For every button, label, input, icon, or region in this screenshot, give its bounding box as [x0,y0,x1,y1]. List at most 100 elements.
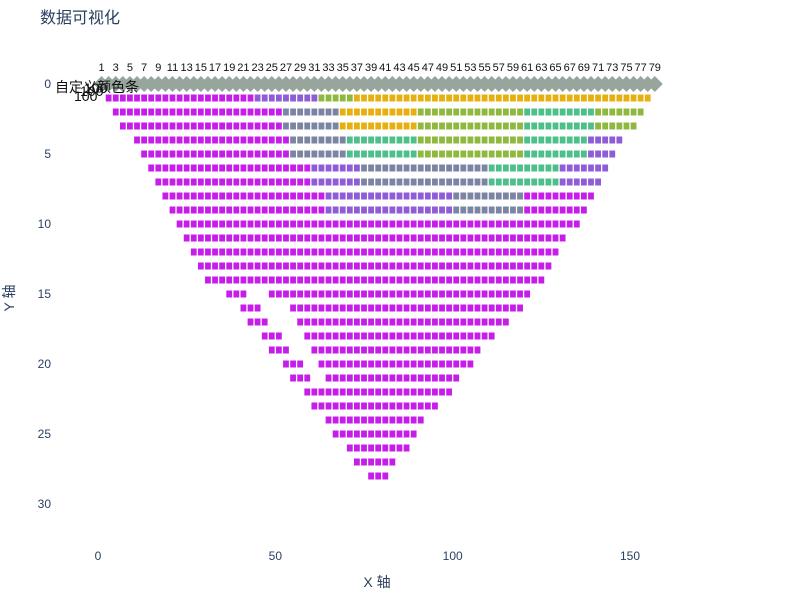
data-point [573,164,580,172]
data-point [290,164,296,172]
data-point [432,192,438,200]
data-point [602,108,609,116]
data-point [176,164,183,172]
data-point [332,402,339,410]
data-point [304,220,311,228]
data-point [424,164,431,172]
data-point [368,402,374,410]
data-point [268,122,275,130]
data-point [488,304,495,312]
data-point [502,262,509,270]
data-point [368,346,374,354]
data-point [538,164,545,172]
data-point [566,136,573,144]
data-point [361,164,367,172]
data-point [339,332,346,340]
data-point [290,122,296,130]
data-point [417,108,424,116]
data-point [453,374,460,382]
data-point [396,164,403,172]
data-point [488,206,495,214]
data-point [361,94,367,102]
data-point [290,206,296,214]
data-point [332,276,339,284]
data-point [304,388,311,396]
data-point [517,290,523,298]
data-point [410,374,417,382]
x-tick-label: 50 [269,549,283,563]
data-point [226,290,233,298]
data-point [403,360,410,368]
data-point [389,122,396,130]
data-point [382,192,389,200]
data-point [396,374,403,382]
data-point [254,206,261,214]
data-point [410,416,417,424]
data-point [346,430,353,438]
data-point [354,178,360,186]
marker-label: 61 [521,62,533,74]
data-point [432,318,438,326]
data-point [644,94,651,102]
data-point [283,94,289,102]
data-point [588,108,594,116]
colorbar-overlay: 100 100 100 自定义颜色条 [55,79,139,104]
data-point [467,234,474,242]
data-point [375,164,382,172]
data-point [474,248,481,256]
data-point [460,234,467,242]
data-point [481,276,488,284]
data-point [325,164,332,172]
data-point [375,416,382,424]
data-point [254,178,261,186]
data-point [318,388,325,396]
data-point [318,248,325,256]
data-point [332,262,339,270]
data-point [332,346,339,354]
data-point [410,122,417,130]
data-point [368,164,374,172]
data-point [268,290,275,298]
data-point [396,360,403,368]
data-point [502,108,509,116]
data-point [439,220,445,228]
data-point [446,164,453,172]
data-point [297,150,304,158]
data-point [495,220,502,228]
data-point [290,290,296,298]
data-point [389,220,396,228]
data-point [226,136,233,144]
data-point [467,150,474,158]
data-point [382,430,389,438]
data-point [502,318,509,326]
data-point [531,150,538,158]
data-point [474,346,481,354]
data-point [382,206,389,214]
data-point [424,192,431,200]
data-point [566,220,573,228]
data-point [290,248,296,256]
data-point [389,150,396,158]
data-point [396,444,403,452]
data-point [630,122,637,130]
data-point [254,192,261,200]
data-point [325,290,332,298]
data-point [346,164,353,172]
data-point [432,234,438,242]
data-point [339,150,346,158]
data-point [275,346,282,354]
data-point [283,290,289,298]
data-point [453,108,460,116]
data-point [190,136,197,144]
data-point [105,94,112,102]
data-point [510,94,516,102]
data-point [197,94,204,102]
data-point [524,122,531,130]
data-point [332,374,339,382]
data-point [240,248,247,256]
data-point [290,262,296,270]
data-point [290,374,296,382]
data-point [254,164,261,172]
data-point [403,318,410,326]
data-point [417,290,424,298]
